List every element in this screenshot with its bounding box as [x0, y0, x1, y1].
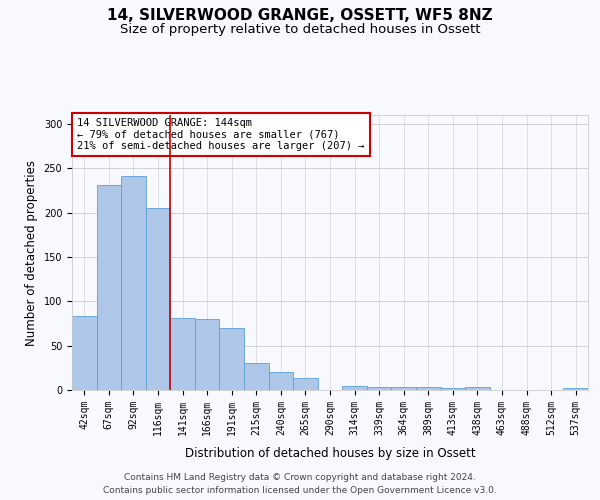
Bar [97, 185, 121, 390]
Bar [440, 388, 465, 390]
Bar [72, 316, 97, 390]
Bar [170, 318, 195, 390]
Bar [195, 319, 220, 390]
Bar [391, 388, 416, 390]
Bar [244, 364, 269, 390]
Y-axis label: Number of detached properties: Number of detached properties [25, 160, 38, 346]
Bar [293, 378, 318, 390]
Text: Contains HM Land Registry data © Crown copyright and database right 2024.
Contai: Contains HM Land Registry data © Crown c… [103, 474, 497, 495]
Bar [121, 176, 146, 390]
Bar [342, 386, 367, 390]
Text: 14, SILVERWOOD GRANGE, OSSETT, WF5 8NZ: 14, SILVERWOOD GRANGE, OSSETT, WF5 8NZ [107, 8, 493, 22]
Bar [269, 372, 293, 390]
Bar [367, 388, 391, 390]
Bar [220, 328, 244, 390]
Text: Size of property relative to detached houses in Ossett: Size of property relative to detached ho… [120, 22, 480, 36]
Text: 14 SILVERWOOD GRANGE: 144sqm
← 79% of detached houses are smaller (767)
21% of s: 14 SILVERWOOD GRANGE: 144sqm ← 79% of de… [77, 118, 365, 151]
Bar [465, 388, 490, 390]
Bar [146, 208, 170, 390]
Text: Distribution of detached houses by size in Ossett: Distribution of detached houses by size … [185, 448, 475, 460]
Bar [563, 388, 588, 390]
Bar [416, 388, 440, 390]
